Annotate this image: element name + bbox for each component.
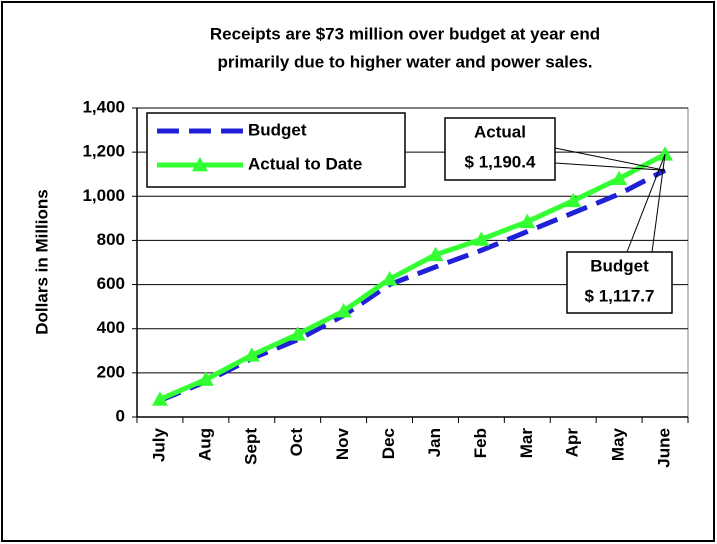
annotation-connector (651, 154, 666, 253)
y-tick-label: 1,400 (82, 97, 125, 116)
x-tick-label: Sept (241, 428, 260, 465)
annotation-connector (554, 147, 666, 171)
annotation-connector (554, 162, 666, 171)
point-marker (151, 391, 168, 406)
legend-marker (192, 157, 208, 172)
x-tick-label: July (149, 427, 168, 462)
x-tick-label: Nov (333, 427, 352, 460)
point-marker (335, 303, 352, 318)
annotation-text: $ 1,117.7 (585, 286, 655, 305)
point-marker (289, 326, 306, 341)
y-tick-label: 400 (97, 318, 125, 337)
y-tick-label: 1,000 (82, 186, 125, 205)
point-marker (381, 271, 398, 286)
point-marker (519, 213, 536, 229)
legend (146, 112, 406, 188)
annotation-text: Actual (474, 122, 526, 141)
point-marker (565, 192, 582, 208)
annotation-box (566, 251, 673, 314)
legend-label: Budget (248, 120, 307, 139)
y-tick-label: 600 (97, 274, 125, 293)
y-tick-label: 0 (116, 406, 125, 425)
y-axis-label: Dollars in Millions (32, 189, 51, 334)
y-tick-label: 800 (97, 230, 125, 249)
x-tick-label: Aug (195, 428, 214, 461)
annotation-text: $ 1,190.4 (465, 152, 536, 171)
x-tick-label: May (609, 427, 628, 461)
series-line (159, 168, 667, 403)
series-line (158, 152, 667, 402)
point-marker (473, 231, 490, 246)
x-tick-label: Mar (517, 428, 536, 459)
annotation-text: Budget (590, 256, 649, 275)
chart-title: primarily due to higher water and power … (217, 52, 592, 71)
y-tick-label: 200 (97, 362, 125, 381)
point-marker (611, 170, 628, 186)
point-marker (197, 371, 214, 386)
x-tick-label: Feb (471, 428, 490, 458)
x-tick-label: June (655, 428, 674, 468)
x-tick-label: Oct (287, 428, 306, 457)
annotation-box (444, 117, 556, 181)
point-marker (427, 246, 444, 262)
point-marker (657, 146, 674, 161)
y-tick-label: 1,200 (82, 142, 125, 161)
legend-label: Actual to Date (248, 154, 362, 173)
chart-title: Receipts are $73 million over budget at … (210, 24, 600, 43)
x-tick-label: Jan (425, 428, 444, 457)
x-tick-label: Dec (379, 428, 398, 459)
annotation-connector (626, 154, 666, 253)
x-tick-label: Apr (563, 428, 582, 458)
point-marker (243, 347, 260, 362)
